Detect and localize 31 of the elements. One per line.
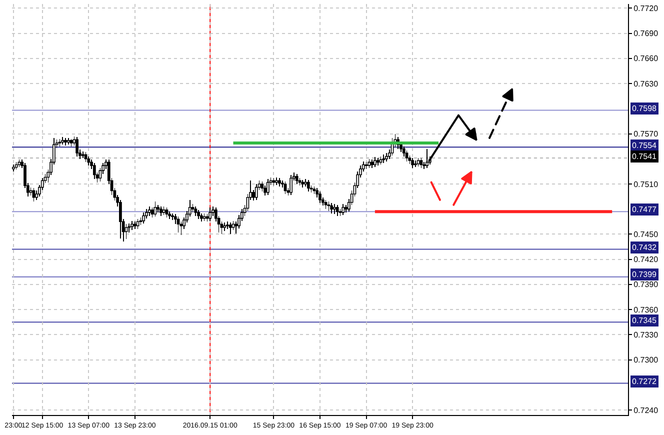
ref-line-label: 0.7272	[632, 377, 658, 386]
y-tick-label: 0.7360	[634, 305, 659, 314]
y-tick-label: 0.7690	[634, 29, 659, 38]
y-tick-label: 0.7570	[634, 130, 659, 139]
ref-line-label: 0.7598	[632, 104, 658, 113]
ref-line-label: 0.7477	[632, 205, 658, 214]
candlestick	[133, 222, 136, 230]
candlestick	[333, 204, 336, 214]
y-tick-label: 0.7420	[634, 255, 659, 264]
y-tick-label: 0.7300	[634, 356, 659, 365]
y-tick-label: 0.7630	[634, 79, 659, 88]
candlestick	[81, 151, 84, 158]
candlestick	[226, 222, 229, 230]
candlestick	[422, 162, 426, 169]
ref-line-label: 0.7541	[632, 152, 658, 161]
candlestick	[414, 160, 417, 168]
y-tick-label: 0.7510	[634, 180, 659, 189]
candlestick	[234, 222, 238, 234]
y-tick-label: 0.7390	[634, 280, 659, 290]
y-tick-label: 0.7660	[634, 54, 659, 64]
candlestick	[171, 213, 174, 220]
candlestick	[382, 154, 386, 164]
ref-line-label: 0.7432	[632, 243, 658, 252]
y-tick-label: 0.7240	[634, 406, 659, 415]
candlestick	[426, 148, 428, 168]
y-tick-label: 0.7450	[634, 230, 659, 239]
ref-line-label: 0.7554	[632, 141, 658, 150]
y-tick-label: 0.7720	[634, 4, 659, 13]
ref-line-label: 0.7345	[632, 316, 658, 325]
y-tick-label: 0.7330	[634, 330, 659, 340]
ref-line-label: 0.7399	[632, 270, 658, 279]
